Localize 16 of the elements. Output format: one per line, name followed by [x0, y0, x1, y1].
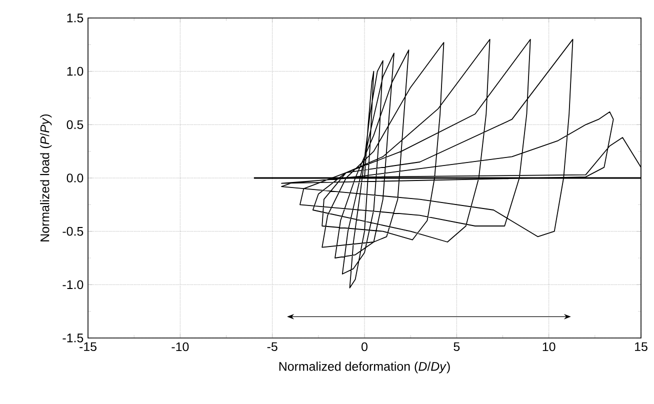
- x-tick-label: -5: [267, 342, 278, 352]
- x-tick-label: 5: [454, 342, 460, 352]
- y-axis-title: Normalized load (P/Py): [40, 114, 52, 242]
- x-tick-label: 15: [635, 342, 648, 352]
- y-tick-label: -1.5: [62, 334, 84, 342]
- y-tick-label: 1.5: [67, 14, 84, 22]
- y-tick-label: 0.0: [66, 174, 84, 182]
- y-tick-label: -1.0: [62, 280, 84, 290]
- y-tick-label: -0.5: [62, 226, 84, 236]
- x-tick-label: -10: [172, 342, 189, 352]
- x-tick-label: 10: [542, 342, 556, 352]
- y-tick-label: 1.0: [67, 66, 84, 76]
- x-tick-label: 0: [362, 342, 368, 352]
- y-tick-label: 0.5: [66, 120, 84, 130]
- x-axis-title: Normalized deformation (D/Dy): [279, 362, 450, 374]
- x-tick-label: -15: [80, 342, 96, 352]
